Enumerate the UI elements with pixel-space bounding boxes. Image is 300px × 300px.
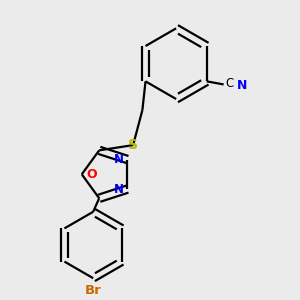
Text: N: N: [114, 183, 124, 196]
Text: N: N: [114, 153, 124, 166]
Text: S: S: [128, 138, 138, 152]
Text: O: O: [86, 168, 97, 181]
Text: N: N: [237, 79, 247, 92]
Text: C: C: [225, 77, 233, 90]
Text: Br: Br: [85, 284, 101, 297]
